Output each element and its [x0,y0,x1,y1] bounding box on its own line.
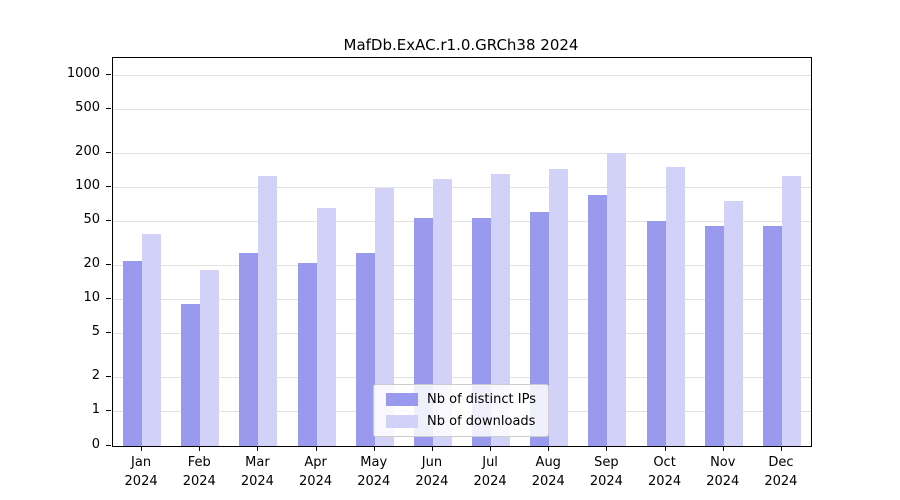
x-tick [141,447,143,451]
legend-item-distinct-ips: Nb of distinct IPs [386,392,536,407]
y-tick [106,152,111,154]
y-tick [106,107,111,109]
bar [142,234,162,446]
bar [704,225,724,446]
y-tick-label: 10 [83,290,100,305]
legend-item-downloads: Nb of downloads [386,414,536,429]
legend-swatch-distinct-ips [386,393,419,406]
x-tick [606,447,608,451]
bar [239,252,259,446]
x-tick-label: May 2024 [357,455,391,489]
gridline [113,265,811,267]
bar [588,194,608,446]
bar [665,167,685,446]
bar [374,188,394,446]
legend: Nb of distinct IPs Nb of downloads [373,384,549,437]
bar [723,201,743,446]
bar [258,176,278,446]
bar [607,153,627,446]
gridline [113,220,811,222]
y-tick-label: 5 [91,323,100,339]
bar [316,207,336,446]
x-tick [548,447,550,451]
gridline [113,332,811,334]
y-tick [106,376,111,378]
x-tick [664,447,666,451]
y-tick-label: 2 [91,368,100,384]
x-tick [373,447,375,451]
x-tick-label: Jan 2024 [124,455,158,489]
y-tick [106,298,111,299]
x-tick [722,447,724,451]
plot-area [112,57,812,447]
x-tick [431,447,433,451]
bar [646,220,666,446]
x-tick-label: Feb 2024 [182,455,216,489]
y-tick [106,264,111,266]
chart-title: MafDb.ExAC.r1.0.GRCh38 2024 [343,36,579,54]
gridline [113,377,811,379]
y-tick [106,331,111,333]
gridline [113,187,811,188]
x-tick-label: Nov 2024 [706,455,740,489]
bar [181,304,201,446]
gridline [113,75,811,76]
bar [781,176,801,446]
x-tick [315,447,317,451]
x-tick-label: Aug 2024 [531,455,565,489]
x-tick-label: Oct 2024 [648,455,682,489]
bar [123,260,143,446]
bar [297,262,317,446]
bar [491,174,511,446]
y-tick-label: 0 [91,437,100,452]
y-tick [106,445,111,446]
bar [762,225,782,446]
x-tick [780,447,782,451]
y-tick-label: 200 [75,144,100,160]
gridline [113,299,811,300]
bar [200,270,220,446]
bar [432,178,452,446]
bar [549,168,569,446]
x-tick-label: Jun 2024 [415,455,449,489]
x-tick-label: Jul 2024 [473,455,507,489]
x-tick [199,447,201,451]
y-tick [106,219,111,221]
legend-swatch-downloads [386,415,419,428]
bar [355,252,375,446]
x-tick [490,447,492,451]
y-tick-label: 1000 [66,66,100,81]
y-tick-label: 100 [75,178,100,193]
x-tick [257,447,259,451]
x-tick-label: Sep 2024 [589,455,623,489]
y-tick-label: 1 [91,402,100,417]
x-tick-label: Mar 2024 [240,455,274,489]
legend-label-downloads: Nb of downloads [427,414,536,429]
x-tick-label: Apr 2024 [299,455,333,489]
y-tick-label: 500 [75,99,100,115]
gridline [113,108,811,110]
y-tick-label: 50 [83,211,100,227]
y-tick [106,74,111,75]
y-tick [106,186,111,187]
gridline [113,153,811,155]
legend-label-distinct-ips: Nb of distinct IPs [427,392,536,407]
y-tick [106,410,111,411]
y-tick-label: 20 [83,256,100,272]
x-tick-label: Dec 2024 [764,455,798,489]
